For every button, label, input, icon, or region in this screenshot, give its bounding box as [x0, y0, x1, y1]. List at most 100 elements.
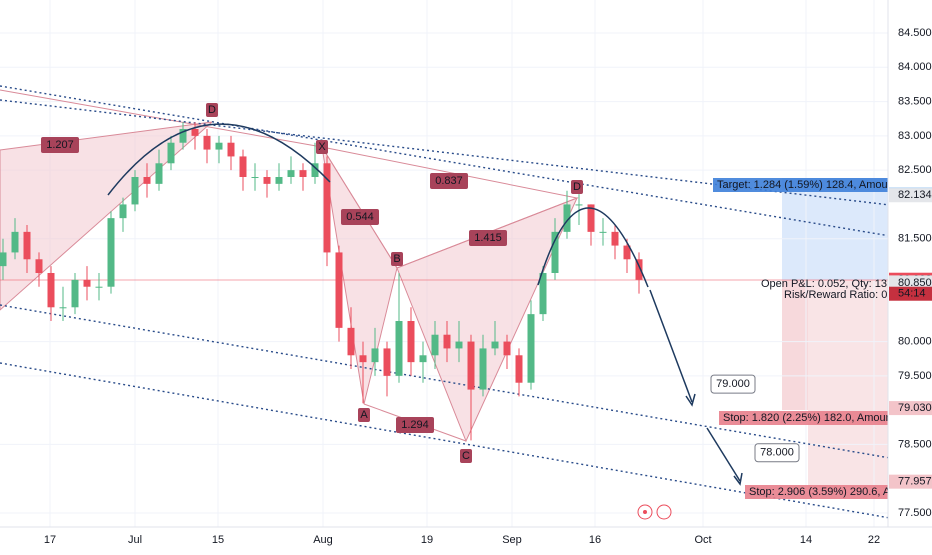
pattern-point: D: [573, 181, 581, 193]
candle-body: [575, 204, 583, 206]
candle-body: [119, 204, 127, 219]
candle-body: [251, 177, 259, 178]
candle-body: [95, 286, 103, 288]
candle-body: [47, 273, 55, 308]
ratio: 1.294: [401, 419, 429, 431]
candle-body: [299, 170, 307, 177]
channel-line: [0, 85, 891, 237]
position-box: [719, 411, 888, 425]
target-callout-label: 79.000: [716, 378, 750, 390]
countdown: 54:14: [898, 288, 926, 300]
x-tick-label: Oct: [694, 534, 711, 546]
candle-body: [311, 163, 319, 177]
candle-body: [215, 142, 223, 150]
x-tick-label: 16: [589, 534, 601, 546]
ratio: 0.544: [346, 211, 374, 223]
candle-body: [227, 142, 235, 157]
y-tick-label: 79.500: [898, 370, 932, 382]
position-label: Risk/Reward Ratio: 0.71: [784, 289, 903, 301]
candle-body: [167, 142, 175, 164]
candle-body: [179, 129, 187, 143]
candles: [0, 122, 643, 441]
candle-body: [635, 259, 643, 280]
x-tick-label: Aug: [313, 534, 333, 546]
price-badge-label: 79.030: [898, 402, 932, 414]
candle-body: [335, 252, 343, 328]
candle-body: [371, 348, 379, 363]
target-zone: [782, 178, 888, 280]
arrow-head: [685, 393, 696, 407]
y-tick-label: 78.500: [898, 438, 932, 450]
candle-body: [11, 231, 19, 253]
pattern-point: C: [462, 450, 470, 462]
x-tick-label: 15: [212, 534, 224, 546]
arc: [107, 123, 331, 196]
pattern-point: B: [393, 253, 400, 265]
candle-body: [491, 341, 499, 349]
x-tick-label: 17: [44, 534, 56, 546]
candle-body: [611, 231, 619, 246]
ratio-box: [469, 230, 507, 246]
event-icon[interactable]: [637, 504, 653, 520]
pattern-point-box: [571, 180, 583, 194]
ratio-box: [396, 417, 434, 433]
channel-line: [0, 304, 891, 459]
pattern-point-box: [358, 408, 370, 422]
y-tick-label: 80.000: [898, 335, 932, 347]
candle-body: [551, 231, 559, 273]
event-icon[interactable]: [656, 504, 672, 520]
overlays: [107, 123, 743, 520]
candle-body: [599, 231, 607, 233]
target-callout-label: 78.000: [760, 447, 794, 459]
grid: [0, 0, 888, 527]
position-zones: [782, 178, 888, 488]
candle-body: [587, 204, 595, 232]
x-tick-label: 14: [800, 534, 812, 546]
price-badge-label: 80.850: [898, 277, 932, 289]
y-tick-label: 81.500: [898, 233, 932, 245]
arrow: [706, 427, 741, 482]
x-tick-label: Sep: [502, 534, 522, 546]
position-label: Stop: 2.906 (3.59%) 290.6, Amo: [749, 486, 906, 498]
candle-body: [455, 341, 463, 349]
candle-body: [191, 129, 199, 136]
candle-body: [359, 355, 367, 363]
x-tick-label: 22: [868, 534, 880, 546]
candle-body: [419, 355, 427, 363]
ratio-box: [430, 173, 468, 189]
labels: D X D B A C 1.207 0.837 0.544 1.415 1.294 79.000 78.…: [41, 103, 909, 499]
candle-body: [539, 273, 547, 315]
candle-body: [563, 204, 571, 232]
candle-body: [83, 279, 91, 287]
arrow: [649, 289, 693, 403]
ratio: 1.207: [46, 139, 74, 151]
candle-body: [527, 314, 535, 383]
candle-body: [263, 177, 271, 184]
y-tick-label: 84.500: [898, 27, 932, 39]
pattern-point: D: [208, 104, 216, 116]
ratio: 0.837: [435, 175, 463, 187]
y-tick-label: 83.000: [898, 130, 932, 142]
position-label: Stop: 1.820 (2.25%) 182.0, Amount: 7: [723, 412, 907, 424]
price-badge: [889, 474, 932, 489]
target-callout: [754, 443, 800, 463]
position-box: [713, 178, 888, 192]
candle-body: [503, 341, 511, 356]
candle-body: [323, 163, 331, 253]
price-badge-label: 77.957: [898, 476, 932, 488]
candle-body: [623, 245, 631, 260]
pattern-point: X: [318, 141, 326, 153]
price-badge: [889, 401, 932, 416]
candle-body: [239, 156, 247, 177]
y-tick-label: 84.000: [898, 61, 932, 73]
y-tick-label: 83.500: [898, 95, 932, 107]
countdown-badge: [889, 286, 932, 301]
position-label: Open P&L: 0.052, Qty: 137 /:: [761, 278, 902, 290]
candle-body: [203, 135, 211, 150]
ratio: 1.415: [474, 232, 502, 244]
arc: [537, 207, 649, 288]
x-tick-label: Jul: [128, 534, 142, 546]
y-tick-label: 77.500: [898, 507, 932, 519]
price-badge: [889, 188, 932, 203]
